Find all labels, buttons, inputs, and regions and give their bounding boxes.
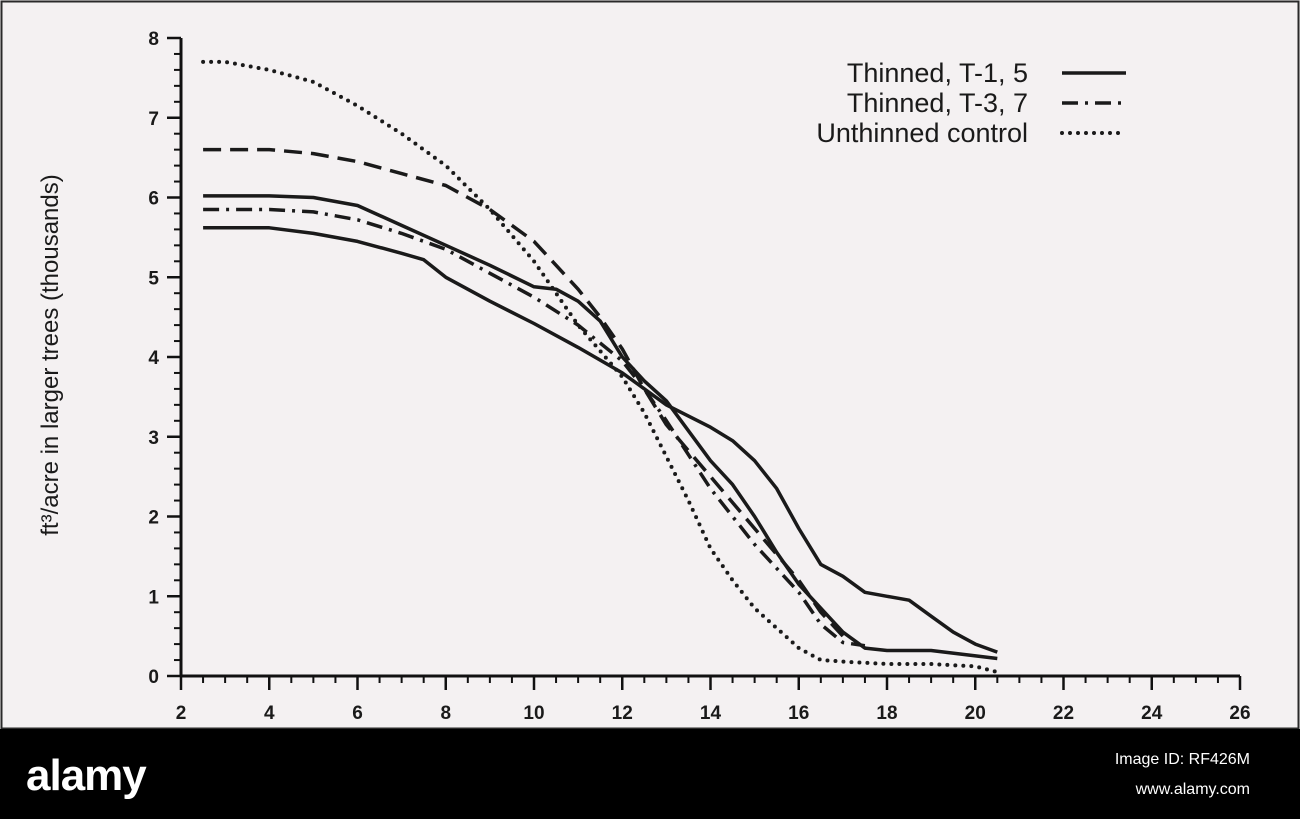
x-tick-label: 18 <box>876 703 897 724</box>
series-line-5-dotted <box>201 59 1000 674</box>
y-tick-label: 4 <box>148 348 159 369</box>
x-tick-label: 14 <box>700 703 722 724</box>
legend-label: Thinned, T-1, 5 <box>847 58 1028 88</box>
x-tick-label: 12 <box>612 703 633 724</box>
y-tick-label: 5 <box>148 268 159 289</box>
x-tick-label: 22 <box>1053 703 1074 724</box>
y-tick-label: 2 <box>148 508 159 529</box>
watermark-site: www.alamy.com <box>1135 781 1250 798</box>
y-tick-label: 6 <box>148 189 159 210</box>
x-tick-label: 24 <box>1141 703 1163 724</box>
figure-border <box>0 0 1300 730</box>
y-tick-label: 0 <box>148 667 159 688</box>
x-tick-label: 20 <box>965 703 986 724</box>
watermark-bar: alamy Image ID: RF426M www.alamy.com <box>0 729 1300 819</box>
series-line-1-solid <box>203 194 998 661</box>
y-tick-label: 8 <box>148 29 159 50</box>
x-tick-label: 6 <box>352 703 363 724</box>
series-group <box>201 59 1000 674</box>
series-line-3-dash-dot <box>203 207 866 648</box>
watermark-brand: alamy <box>26 751 147 800</box>
x-tick-label: 8 <box>440 703 451 724</box>
y-tick-label: 7 <box>148 109 159 130</box>
x-tick-label: 2 <box>176 703 187 724</box>
y-tick-label: 3 <box>148 428 159 449</box>
series-line-2-solid <box>203 226 998 654</box>
x-tick-label: 26 <box>1229 703 1250 724</box>
series-line-4-dashed <box>203 147 845 638</box>
x-tick-label: 10 <box>523 703 544 724</box>
y-axis-title: ft³/acre in larger trees (thousands) <box>37 174 64 536</box>
watermark-image-id: Image ID: RF426M <box>1114 751 1250 768</box>
legend-label: Thinned, T-3, 7 <box>847 88 1028 118</box>
legend-label: Unthinned control <box>816 118 1028 148</box>
y-tick-label: 1 <box>148 587 159 608</box>
x-tick-label: 4 <box>264 703 275 724</box>
watermark-info: Image ID: RF426M www.alamy.com <box>1115 745 1250 805</box>
x-tick-label: 16 <box>788 703 809 724</box>
